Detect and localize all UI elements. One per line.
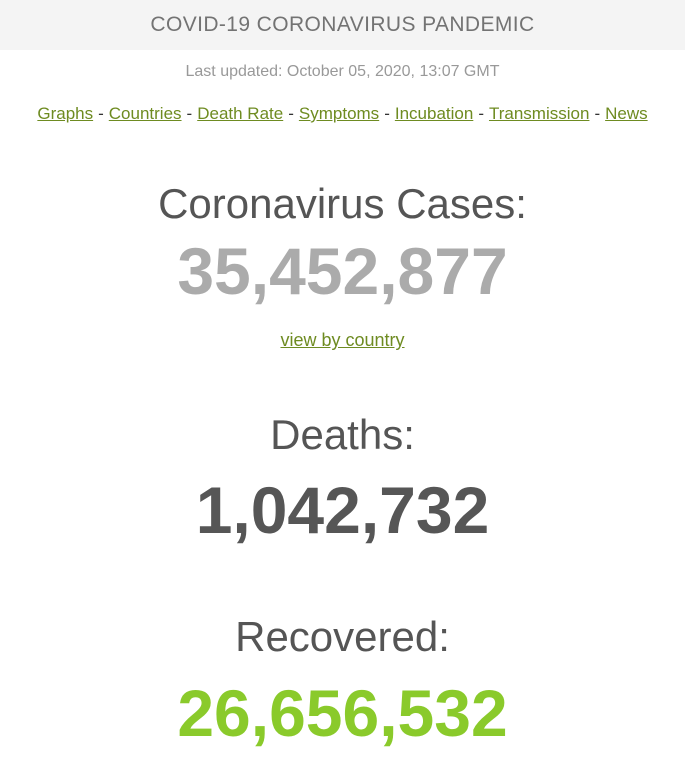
nav-link-transmission[interactable]: Transmission bbox=[488, 104, 590, 123]
nav-link-news[interactable]: News bbox=[605, 104, 648, 123]
view-by-country-link[interactable]: view by country bbox=[280, 330, 405, 351]
page-title: COVID-19 CORONAVIRUS PANDEMIC bbox=[150, 13, 535, 36]
recovered-count: 26,656,532 bbox=[177, 675, 508, 750]
deaths-counter-section: Deaths: 1,042,732 bbox=[0, 411, 685, 549]
recovered-counter-section: Recovered: 26,656,532 bbox=[0, 613, 685, 751]
cases-heading: Coronavirus Cases: bbox=[158, 180, 527, 227]
nav-separator: - bbox=[384, 104, 390, 123]
cases-counter-section: Coronavirus Cases: 35,452,877 view by co… bbox=[0, 180, 685, 351]
nav-separator: - bbox=[186, 104, 193, 123]
deaths-heading: Deaths: bbox=[270, 411, 415, 459]
nav-link-graphs[interactable]: Graphs bbox=[37, 104, 94, 123]
last-updated-text: Last updated: October 05, 2020, 13:07 GM… bbox=[185, 63, 500, 80]
nav-separator: - bbox=[98, 104, 104, 123]
top-navigation: Graphs - Countries - Death Rate - Symptoms - Inc… bbox=[0, 104, 685, 124]
deaths-count: 1,042,732 bbox=[195, 473, 490, 548]
nav-separator: - bbox=[594, 104, 601, 123]
nav-separator: - bbox=[288, 104, 294, 123]
cases-count: 35,452,877 bbox=[177, 234, 508, 309]
nav-link-death-rate[interactable]: Death Rate bbox=[197, 104, 284, 123]
nav-separator: - bbox=[478, 104, 484, 123]
nav-link-countries[interactable]: Countries bbox=[108, 104, 182, 123]
recovered-heading: Recovered: bbox=[235, 613, 450, 661]
nav-link-symptoms[interactable]: Symptoms bbox=[298, 104, 380, 123]
page-header-bar: COVID-19 CORONAVIRUS PANDEMIC bbox=[0, 0, 685, 50]
nav-link-incubation[interactable]: Incubation bbox=[394, 104, 474, 123]
